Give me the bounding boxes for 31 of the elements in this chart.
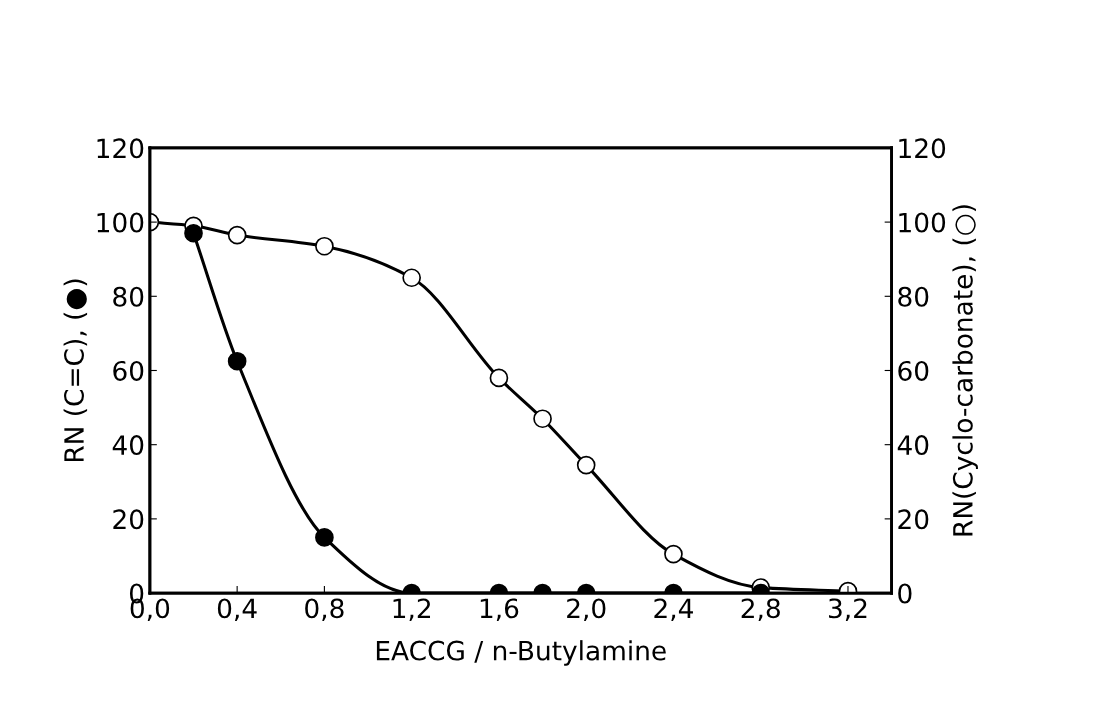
point [315,236,334,256]
point [402,268,422,288]
y-tick-label: 40 [112,435,144,456]
y2-tick-label: 0 [898,583,912,604]
point [576,455,596,475]
y-tick-label: 120 [97,138,144,159]
x-tick-label: 0,8 [305,598,344,622]
y-tick-label: 20 [113,509,144,530]
x-tick-label: 2,0 [567,598,606,622]
x-tick-label: 0,4 [217,598,257,622]
y-tick-label: 100 [97,212,144,233]
y2-axis-title: RN(Cyclo-carbonate), (○) [952,205,978,536]
x-axis-title: EACCG / n-Butylamine [376,640,666,666]
x-tick-label: 1,2 [393,598,431,622]
y2-tick-label: 80 [898,286,929,307]
y2-tick-label: 60 [898,360,929,381]
point [227,225,247,245]
point [489,368,509,388]
y2-tick-label: 20 [898,509,929,530]
y2-tick-label: 120 [899,138,946,159]
x-tick-label: 1,6 [480,598,519,622]
x-tick-label: 2,8 [741,598,780,622]
y-tick-label: 60 [113,360,144,381]
x-tick-label: 2,4 [654,598,693,622]
y-tick-label: 80 [113,286,144,307]
point [533,409,552,429]
y-axis-title: RN (C=C), (●) [63,279,88,462]
y2-tick-label: 100 [899,212,946,233]
y2-tick-label: 40 [897,435,929,456]
point [664,544,683,564]
x-tick-label: 3,2 [829,598,867,622]
